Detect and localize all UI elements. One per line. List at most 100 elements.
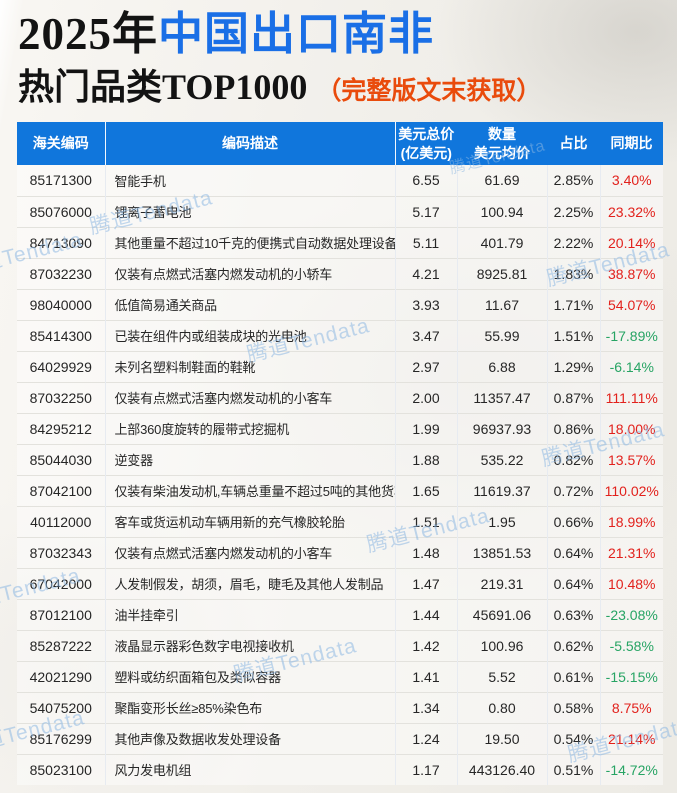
share-cell: 0.62% [546, 629, 600, 661]
yoy-cell: 21.14% [599, 722, 663, 754]
qty-avg-price-cell: 11619.37 [456, 474, 547, 506]
yoy-cell: 10.48% [599, 567, 663, 599]
yoy-cell: 21.31% [599, 536, 663, 568]
description-cell: 其他声像及数据收发处理设备 [104, 722, 395, 754]
yoy-cell: 111.11% [599, 381, 663, 413]
total-usd-cell: 3.47 [394, 319, 457, 351]
table-row: 87032343 仅装有点燃式活塞内燃发动机的小客车 1.48 13851.53… [17, 536, 663, 568]
yoy-cell: -17.89% [599, 319, 663, 351]
share-cell: 0.64% [546, 536, 600, 568]
export-table: 海关编码 编码描述 美元总价 (亿美元) 数量 美元均价 占比 同期比 8517… [17, 122, 663, 785]
qty-avg-price-cell: 6.88 [456, 350, 547, 382]
table-row: 84713090 其他重量不超过10千克的便携式自动数据处理设备 5.11 40… [17, 226, 663, 258]
total-usd-cell: 1.24 [394, 722, 457, 754]
total-usd-cell: 1.17 [394, 753, 457, 785]
total-usd-cell: 1.47 [394, 567, 457, 599]
table-row: 85287222 液晶显示器彩色数字电视接收机 1.42 100.96 0.62… [17, 629, 663, 661]
description-cell: 油半挂牵引 [104, 598, 395, 630]
description-cell: 客车或货运机动车辆用新的充气橡胶轮胎 [104, 505, 395, 537]
description-cell: 风力发电机组 [104, 753, 395, 785]
hs-code-cell: 85023100 [17, 753, 105, 785]
yoy-cell: 3.40% [599, 165, 663, 196]
qty-avg-price-cell: 219.31 [456, 567, 547, 599]
col-header-total-usd: 美元总价 (亿美元) [394, 122, 457, 165]
description-cell: 人发制假发，胡须，眉毛，睫毛及其他人发制品 [104, 567, 395, 599]
yoy-cell: 54.07% [599, 288, 663, 320]
table-row: 85171300 智能手机 6.55 61.69 2.85% 3.40% [17, 165, 663, 196]
share-cell: 0.66% [546, 505, 600, 537]
yoy-cell: 23.32% [599, 195, 663, 227]
table-row: 85076000 锂离子蓄电池 5.17 100.94 2.25% 23.32% [17, 195, 663, 227]
total-usd-cell: 5.11 [394, 226, 457, 258]
table-row: 87012100 油半挂牵引 1.44 45691.06 0.63% -23.0… [17, 598, 663, 630]
title-subject: 中国出口南非 [158, 9, 435, 59]
qty-avg-price-cell: 11.67 [456, 288, 547, 320]
total-usd-cell: 5.17 [394, 195, 457, 227]
hs-code-cell: 85287222 [17, 629, 105, 661]
share-cell: 0.82% [546, 443, 600, 475]
total-usd-cell: 3.93 [394, 288, 457, 320]
total-usd-cell: 1.65 [394, 474, 457, 506]
total-usd-cell: 1.34 [394, 691, 457, 723]
yoy-cell: 13.57% [599, 443, 663, 475]
description-cell: 仅装有柴油发动机,车辆总重量不超过5吨的其他货车 [104, 474, 395, 506]
qty-avg-price-cell: 443126.40 [456, 753, 547, 785]
page-title-line2: 热门品类TOP1000 （完整版文末获取） [18, 64, 541, 115]
share-cell: 0.58% [546, 691, 600, 723]
hs-code-cell: 67042000 [17, 567, 105, 599]
title-top1000: 热门品类TOP1000 [18, 67, 308, 107]
table-row: 98040000 低值简易通关商品 3.93 11.67 1.71% 54.07… [17, 288, 663, 320]
table-row: 85414300 已装在组件内或组装成块的光电池 3.47 55.99 1.51… [17, 319, 663, 351]
hs-code-cell: 85171300 [17, 165, 105, 196]
total-usd-cell: 2.00 [394, 381, 457, 413]
description-cell: 仅装有点燃式活塞内燃发动机的小轿车 [104, 257, 395, 289]
total-usd-cell: 1.42 [394, 629, 457, 661]
share-cell: 2.25% [546, 195, 600, 227]
hs-code-cell: 85044030 [17, 443, 105, 475]
table-row: 87042100 仅装有柴油发动机,车辆总重量不超过5吨的其他货车 1.65 1… [17, 474, 663, 506]
total-usd-cell: 6.55 [394, 165, 457, 196]
share-cell: 0.51% [546, 753, 600, 785]
table-row: 85023100 风力发电机组 1.17 443126.40 0.51% -14… [17, 753, 663, 785]
share-cell: 0.61% [546, 660, 600, 692]
description-cell: 逆变器 [104, 443, 395, 475]
qty-avg-price-cell: 13851.53 [456, 536, 547, 568]
share-cell: 0.64% [546, 567, 600, 599]
qty-avg-price-cell: 8925.81 [456, 257, 547, 289]
hs-code-cell: 85176299 [17, 722, 105, 754]
yoy-cell: -5.58% [599, 629, 663, 661]
table-row: 87032250 仅装有点燃式活塞内燃发动机的小客车 2.00 11357.47… [17, 381, 663, 413]
description-cell: 已装在组件内或组装成块的光电池 [104, 319, 395, 351]
yoy-cell: -14.72% [599, 753, 663, 785]
qty-avg-price-cell: 55.99 [456, 319, 547, 351]
col-header-total-line1: 美元总价 [398, 126, 455, 143]
page-title: 2025年中国出口南非 热门品类TOP1000 （完整版文末获取） [18, 4, 541, 115]
yoy-cell: -6.14% [599, 350, 663, 382]
share-cell: 0.72% [546, 474, 600, 506]
col-header-total-line2: (亿美元) [400, 144, 452, 161]
page-title-line1: 2025年中国出口南非 [18, 4, 541, 64]
description-cell: 智能手机 [104, 165, 395, 196]
description-cell: 聚酯变形长丝≥85%染色布 [104, 691, 395, 723]
qty-avg-price-cell: 100.94 [456, 195, 547, 227]
total-usd-cell: 1.99 [394, 412, 457, 444]
description-cell: 塑料或纺织面箱包及类似容器 [104, 660, 395, 692]
hs-code-cell: 87012100 [17, 598, 105, 630]
hs-code-cell: 87032250 [17, 381, 105, 413]
yoy-cell: 8.75% [599, 691, 663, 723]
qty-avg-price-cell: 1.95 [456, 505, 547, 537]
qty-avg-price-cell: 0.80 [456, 691, 547, 723]
qty-avg-price-cell: 535.22 [456, 443, 547, 475]
description-cell: 上部360度旋转的履带式挖掘机 [104, 412, 395, 444]
table-row: 85044030 逆变器 1.88 535.22 0.82% 13.57% [17, 443, 663, 475]
qty-avg-price-cell: 100.96 [456, 629, 547, 661]
col-header-qty-avg: 数量 美元均价 [457, 122, 547, 165]
hs-code-cell: 42021290 [17, 660, 105, 692]
total-usd-cell: 1.44 [394, 598, 457, 630]
share-cell: 0.63% [546, 598, 600, 630]
qty-avg-price-cell: 5.52 [456, 660, 547, 692]
col-header-qty-line2: 美元均价 [474, 144, 530, 161]
hs-code-cell: 40112000 [17, 505, 105, 537]
total-usd-cell: 2.97 [394, 350, 457, 382]
